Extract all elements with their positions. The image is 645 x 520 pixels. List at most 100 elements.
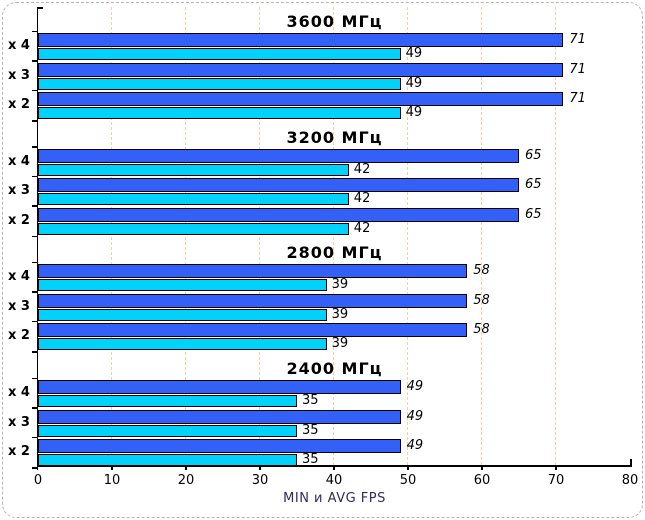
avg-bar [38, 92, 564, 106]
y-axis-tick [32, 377, 38, 380]
avg-bar [38, 409, 401, 424]
avg-value-label: 65 [525, 147, 542, 163]
row-label: x 4 [8, 385, 30, 401]
row-label: x 4 [8, 38, 30, 53]
x-tick-label: 70 [547, 473, 565, 488]
x-tick-label: 80 [621, 473, 639, 488]
x-tick-label: 20 [177, 473, 195, 488]
y-axis-top-cap [37, 7, 43, 9]
min-value-label: 35 [302, 422, 319, 438]
row-label: x 3 [8, 414, 30, 430]
row-label: x 2 [8, 212, 30, 228]
min-bar [38, 48, 401, 60]
group-title: 3200 МГц [286, 127, 383, 147]
x-tick-label: 30 [251, 473, 269, 488]
avg-bar [38, 264, 468, 279]
y-axis-tick [32, 436, 38, 439]
gridline-70 [555, 7, 556, 465]
avg-value-label: 49 [406, 408, 424, 424]
x-axis-title: MIN и AVG FPS [283, 491, 386, 506]
x-tick [555, 465, 557, 470]
x-tick-label: 60 [473, 473, 491, 488]
avg-bar [38, 62, 564, 77]
y-axis-tick [32, 30, 38, 32]
avg-bar [38, 323, 468, 338]
min-value-label: 39 [331, 277, 349, 293]
avg-value-label: 49 [406, 379, 424, 395]
group-title: 2400 МГц [286, 359, 383, 379]
gridline-50 [407, 7, 408, 465]
gridline-40 [333, 7, 334, 465]
min-value-label: 42 [353, 191, 371, 207]
x-tick [481, 465, 483, 470]
avg-bar [38, 439, 401, 454]
y-axis-tick [32, 467, 38, 469]
y-axis-tick [32, 235, 38, 238]
avg-value-label: 58 [473, 292, 490, 308]
min-value-label: 35 [302, 452, 319, 468]
min-bar [38, 424, 297, 437]
row-label: x 4 [8, 269, 30, 285]
y-axis-tick [32, 291, 38, 293]
row-label: x 3 [8, 183, 30, 199]
gridline-60 [481, 7, 482, 465]
min-bar [38, 222, 349, 235]
x-tick-label: 40 [325, 473, 343, 488]
avg-value-label: 71 [569, 32, 586, 47]
avg-value-label: 71 [569, 91, 586, 106]
min-bar [38, 77, 401, 90]
x-axis-end-cap [630, 459, 632, 465]
avg-bar [38, 148, 519, 163]
avg-bar [38, 33, 564, 47]
min-value-label: 49 [405, 75, 423, 91]
avg-bar [38, 293, 468, 308]
min-value-label: 35 [302, 393, 319, 409]
avg-bar [38, 207, 519, 222]
min-bar [38, 338, 327, 351]
x-tick-label: 10 [103, 473, 121, 488]
min-bar [38, 163, 349, 176]
gridline-30 [259, 7, 260, 465]
min-value-label: 42 [353, 161, 371, 177]
avg-value-label: 49 [406, 438, 424, 454]
min-value-label: 49 [405, 105, 423, 120]
x-tick [259, 465, 261, 470]
y-axis-tick [32, 146, 38, 148]
y-axis-tick [32, 120, 38, 122]
y-axis-tick [32, 351, 38, 353]
avg-value-label: 65 [525, 206, 542, 222]
gridline-20 [185, 7, 186, 465]
x-tick-label: 50 [399, 473, 417, 488]
avg-value-label: 65 [525, 177, 542, 193]
min-value-label: 39 [331, 336, 349, 352]
avg-value-label: 58 [473, 263, 490, 279]
y-axis-tick [32, 261, 38, 264]
row-label: x 3 [8, 298, 30, 314]
y-axis-tick [32, 407, 38, 409]
row-label: x 4 [8, 153, 30, 169]
avg-bar [38, 380, 401, 395]
min-value-label: 49 [405, 46, 423, 61]
min-bar [38, 107, 401, 119]
min-bar [38, 308, 327, 321]
group-title: 2800 МГц [286, 243, 383, 263]
x-tick [111, 465, 113, 470]
gridline-10 [111, 7, 112, 465]
min-bar [38, 193, 349, 206]
group-title: 3600 МГц [286, 12, 383, 31]
y-axis-tick [32, 205, 38, 207]
min-bar [38, 279, 327, 292]
row-label: x 2 [8, 444, 30, 460]
y-axis-tick [32, 320, 38, 323]
x-tick [333, 465, 335, 470]
min-value-label: 39 [331, 306, 349, 322]
row-label: x 2 [8, 328, 30, 344]
row-label: x 2 [8, 97, 30, 112]
avg-value-label: 58 [473, 322, 490, 338]
x-tick [185, 465, 187, 470]
y-axis [36, 7, 38, 470]
x-tick [407, 465, 409, 470]
y-axis-tick [32, 89, 38, 91]
min-bar [38, 395, 297, 408]
